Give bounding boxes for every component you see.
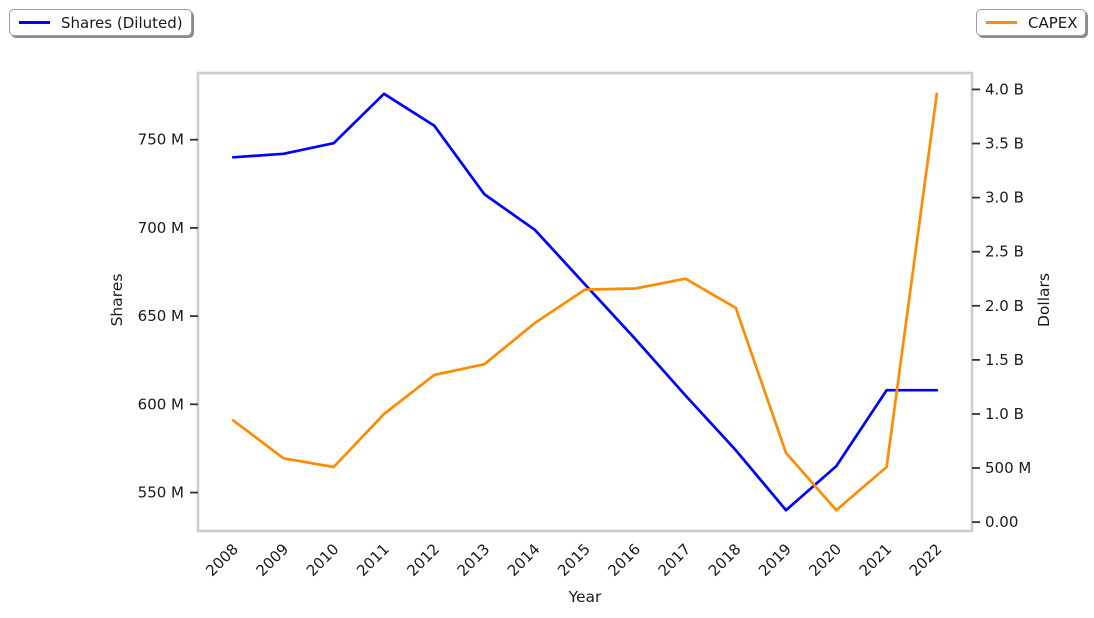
- plot-frame: [196, 71, 974, 533]
- y-right-tick-label: 2.0 B: [985, 297, 1024, 315]
- x-tick-label: 2021: [856, 540, 896, 580]
- y-left-tick-label: 550 M: [138, 484, 184, 502]
- y-right-tick-label: 500 M: [985, 459, 1031, 477]
- y-left-tick-label: 600 M: [138, 395, 184, 413]
- x-tick-label: 2014: [504, 540, 544, 580]
- x-tick-label: 2017: [655, 540, 695, 580]
- legend-capex: CAPEX: [976, 9, 1086, 36]
- y-left-tick-label: 750 M: [138, 131, 184, 149]
- x-tick-label: 2015: [554, 540, 594, 580]
- y-axis-label-left: Shares: [108, 273, 126, 327]
- x-tick-label: 2009: [253, 540, 293, 580]
- y-left-tick-label: 700 M: [138, 219, 184, 237]
- x-tick-label: 2012: [403, 540, 443, 580]
- x-tick-label: 2016: [604, 540, 644, 580]
- y-left-tick-label: 650 M: [138, 307, 184, 325]
- x-tick-label: 2020: [805, 540, 845, 580]
- x-tick-label: 2008: [202, 540, 242, 580]
- x-tick-label: 2013: [454, 540, 494, 580]
- x-tick-label: 2019: [755, 540, 795, 580]
- y-right-tick-label: 3.0 B: [985, 189, 1024, 207]
- legend-shares: Shares (Diluted): [9, 9, 192, 36]
- y-right-tick-label: 2.5 B: [985, 243, 1024, 261]
- legend-capex-label: CAPEX: [1028, 13, 1078, 32]
- x-tick-label: 2011: [353, 540, 393, 580]
- legend-shares-label: Shares (Diluted): [61, 13, 183, 32]
- capex-line: [231, 92, 939, 512]
- y-axis-label-right: Dollars: [1035, 273, 1053, 327]
- x-tick-label: 2022: [906, 540, 946, 580]
- x-tick-label: 2018: [705, 540, 745, 580]
- y-right-tick-label: 0.00: [985, 513, 1018, 531]
- shares-line: [231, 92, 939, 512]
- y-right-tick-label: 3.5 B: [985, 135, 1024, 153]
- y-right-tick-label: 1.5 B: [985, 351, 1024, 369]
- y-right-tick-label: 4.0 B: [985, 80, 1024, 98]
- x-tick-label: 2010: [303, 540, 343, 580]
- shares-line-sample-icon: [19, 21, 50, 24]
- x-axis-label: Year: [568, 588, 602, 606]
- y-right-tick-label: 1.0 B: [985, 405, 1024, 423]
- capex-line-sample-icon: [986, 21, 1017, 24]
